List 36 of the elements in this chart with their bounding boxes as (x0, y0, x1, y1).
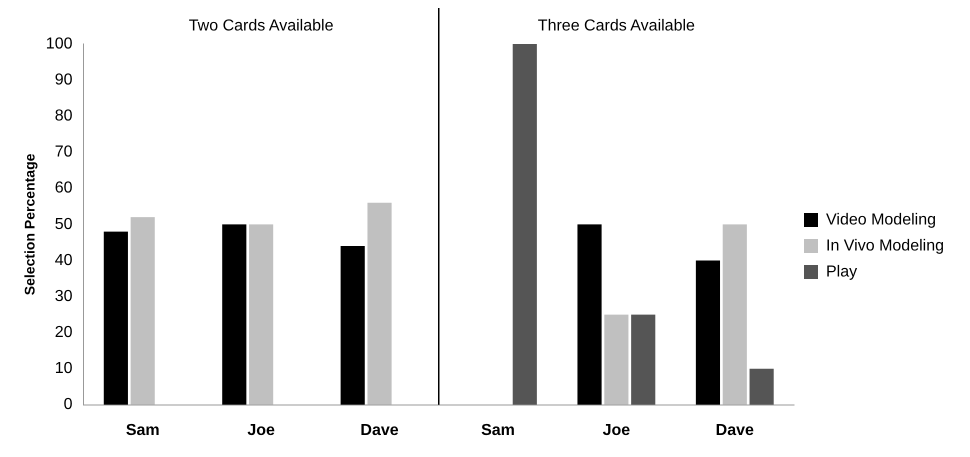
bar (340, 246, 365, 405)
bar (512, 44, 537, 405)
x-tick-label: Sam (126, 422, 160, 439)
y-tick-label: 50 (54, 216, 73, 233)
legend-label: Play (826, 263, 858, 280)
bar (104, 232, 128, 405)
y-tick-label: 100 (46, 35, 73, 52)
y-tick-label: 30 (54, 288, 73, 305)
bar (631, 314, 656, 405)
bar (722, 224, 747, 405)
y-tick-label: 80 (54, 108, 73, 125)
text: Two Cards Available (188, 17, 334, 34)
y-tick-label: 10 (54, 360, 73, 378)
text: Three Cards Available (538, 17, 696, 34)
bar (696, 260, 720, 405)
bar (249, 224, 274, 405)
y-tick-label: 20 (54, 324, 73, 342)
y-tick-label: 0 (64, 396, 73, 414)
x-tick-label: Dave (360, 422, 399, 439)
x-tick-label: Joe (247, 422, 276, 439)
bar (222, 224, 246, 405)
legend-label: In Vivo Modeling (826, 237, 944, 254)
x-tick-label: Dave (716, 422, 754, 439)
legend-label: Video Modeling (826, 211, 936, 228)
bar (604, 314, 628, 405)
bar (577, 224, 602, 405)
bar (750, 368, 774, 405)
bar (130, 217, 155, 405)
y-tick-label: 90 (54, 71, 73, 88)
y-tick-label: 70 (54, 144, 73, 161)
bar (367, 202, 392, 405)
y-axis-title: Selection Percentage (21, 153, 38, 296)
x-tick-label: Sam (481, 422, 515, 439)
y-tick-label: 60 (54, 180, 73, 197)
y-tick-label: 40 (54, 252, 73, 269)
x-tick-label: Joe (602, 422, 630, 439)
